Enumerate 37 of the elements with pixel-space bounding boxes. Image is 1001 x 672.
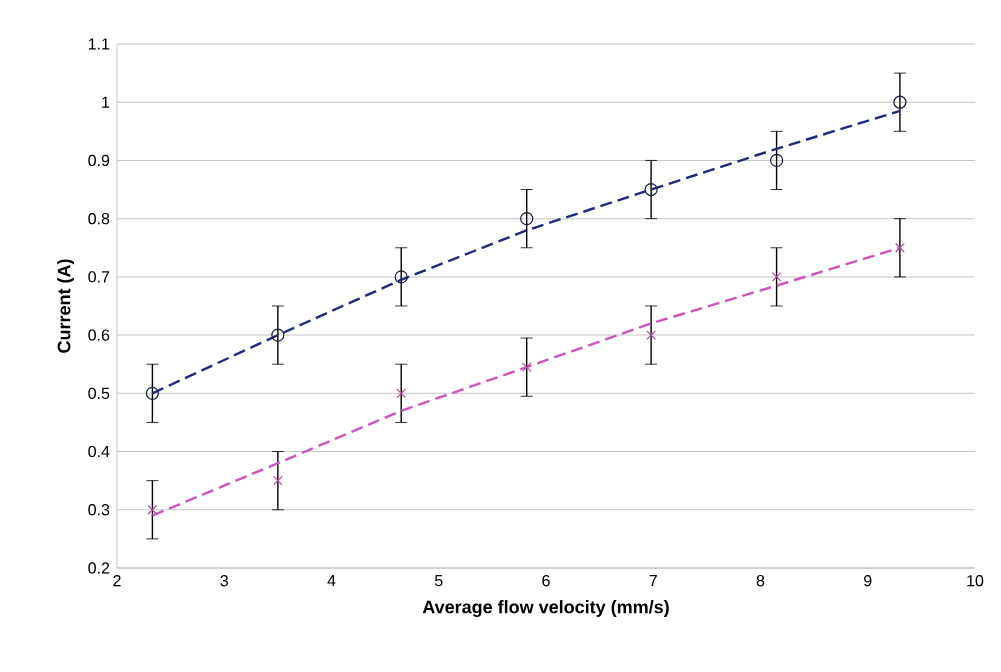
y-tick-label: 0.3 xyxy=(88,504,110,516)
y-tick-label: 0.7 xyxy=(88,271,110,283)
point xyxy=(273,475,283,486)
x-axis-title: Average flow velocity (mm/s) xyxy=(422,600,669,617)
y-tick-label: 0.4 xyxy=(88,445,110,458)
x-tick-label: 2 xyxy=(113,575,121,587)
y-tick-label: 0.5 xyxy=(88,387,110,399)
point xyxy=(147,504,158,515)
y-tick-label: 0.2 xyxy=(88,562,110,574)
point xyxy=(769,153,784,168)
y-tick-label: 0.8 xyxy=(88,213,110,225)
point xyxy=(396,388,407,399)
y-tick-label: 1 xyxy=(102,96,110,108)
x-tick-label: 4 xyxy=(327,575,336,587)
point xyxy=(145,386,159,400)
y-axis-title: Current (A) xyxy=(57,259,74,353)
line-series xyxy=(151,246,902,517)
point xyxy=(771,272,782,282)
x-tick-label: 6 xyxy=(542,575,550,587)
point xyxy=(646,330,656,340)
x-tick-label: 8 xyxy=(756,575,765,587)
point xyxy=(271,328,285,342)
point xyxy=(394,270,408,284)
x-tick-label: 10 xyxy=(967,575,984,587)
line-series xyxy=(151,109,902,395)
point xyxy=(893,95,907,109)
point xyxy=(521,362,532,372)
x-tick-label: 7 xyxy=(649,575,657,587)
point xyxy=(644,182,658,197)
x-tick-label: 3 xyxy=(220,575,228,587)
x-tick-label: 9 xyxy=(864,575,872,587)
point xyxy=(520,212,534,226)
point xyxy=(895,242,905,253)
y-tick-label: 0.9 xyxy=(88,154,110,167)
y-tick-label: 0.6 xyxy=(88,329,110,341)
y-tick-label: 1.1 xyxy=(88,38,110,50)
x-tick-label: 5 xyxy=(434,575,443,587)
